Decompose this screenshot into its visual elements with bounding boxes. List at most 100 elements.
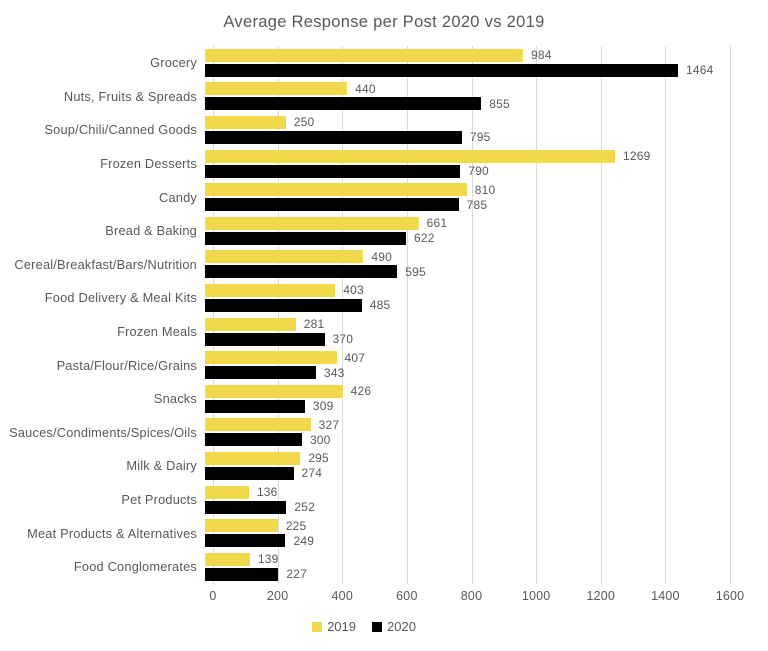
bar-2019 xyxy=(205,48,523,62)
bar-pair: 225 249 xyxy=(205,519,722,548)
bar-line-2020: 370 xyxy=(205,332,722,347)
category-label: Frozen Meals xyxy=(117,324,197,340)
value-label: 309 xyxy=(312,399,334,414)
bar-2020 xyxy=(205,298,362,312)
value-label: 426 xyxy=(350,384,372,399)
bar-line-2020: 1464 xyxy=(205,63,722,78)
legend-swatch-2020 xyxy=(372,621,382,632)
value-label: 295 xyxy=(308,451,329,466)
bar-line-2019: 250 xyxy=(205,115,722,130)
category-group: Pet Products 136 252 xyxy=(0,483,768,517)
bar-line-2019: 426 xyxy=(205,384,722,399)
bar-2020 xyxy=(205,567,279,581)
bar-pair: 250 795 xyxy=(205,115,722,145)
value-label: 595 xyxy=(405,264,426,279)
bar-2019 xyxy=(205,418,311,432)
x-tick-label: 800 xyxy=(460,589,483,603)
value-label: 790 xyxy=(468,164,489,179)
x-tick-label: 1200 xyxy=(586,589,616,603)
bar-2019 xyxy=(205,283,336,297)
bar-line-2019: 327 xyxy=(205,417,722,432)
bar-line-2020: 274 xyxy=(205,466,722,481)
category-label: Pet Products xyxy=(121,492,197,508)
bar-2020 xyxy=(205,466,294,480)
bar-line-2020: 595 xyxy=(205,264,722,279)
bar-pair: 295 274 xyxy=(205,451,722,481)
bar-line-2020: 790 xyxy=(205,164,722,179)
bar-pair: 984 1464 xyxy=(205,48,722,78)
x-tick-label: 400 xyxy=(331,589,353,603)
bar-line-2020: 622 xyxy=(205,231,722,245)
category-group: Cereal/Breakfast/Bars/Nutrition 490 595 xyxy=(0,248,768,282)
value-label: 250 xyxy=(293,115,315,130)
value-label: 490 xyxy=(371,249,392,264)
legend: 2019 2020 xyxy=(0,619,748,634)
value-label: 403 xyxy=(343,283,364,298)
x-tick-label: 0 xyxy=(209,589,217,603)
bar-line-2019: 403 xyxy=(205,283,722,298)
value-label: 274 xyxy=(301,466,323,481)
bar-pair: 426 309 xyxy=(205,384,722,414)
bar-pair: 281 370 xyxy=(205,317,722,347)
bar-2019 xyxy=(205,552,250,566)
bar-line-2019: 139 xyxy=(205,552,722,566)
value-label: 984 xyxy=(530,48,552,63)
value-label: 300 xyxy=(309,432,331,447)
legend-label: 2020 xyxy=(387,619,416,634)
bar-2020 xyxy=(205,63,679,77)
category-label: Cereal/Breakfast/Bars/Nutrition xyxy=(14,256,197,272)
bar-pair: 403 485 xyxy=(205,283,722,313)
grid-line-1200 xyxy=(600,46,602,584)
category-label: Soup/Chili/Canned Goods xyxy=(44,122,197,138)
category-group: Food Conglomerates 139 227 xyxy=(0,550,768,584)
grid-line-400 xyxy=(342,46,344,584)
bar-line-2020: 485 xyxy=(205,298,722,313)
bar-2019 xyxy=(205,317,296,331)
bar-2020 xyxy=(205,433,302,447)
bar-2019 xyxy=(205,250,364,264)
value-label: 327 xyxy=(318,417,340,432)
bar-pair: 139 227 xyxy=(205,552,722,581)
category-label: Sauces/Condiments/Spices/Oils xyxy=(9,424,197,440)
bar-pair: 136 252 xyxy=(205,485,722,514)
category-label: Meat Products & Alternatives xyxy=(27,525,197,541)
bar-2020 xyxy=(205,130,462,144)
category-group: Bread & Baking 661 622 xyxy=(0,214,768,248)
bar-2019 xyxy=(205,183,467,197)
value-label: 440 xyxy=(355,81,376,96)
value-label: 485 xyxy=(369,298,391,313)
bar-line-2020: 227 xyxy=(205,567,722,581)
bar-2020 xyxy=(205,399,305,413)
category-label: Candy xyxy=(159,189,197,205)
bar-2019 xyxy=(205,384,343,398)
value-label: 795 xyxy=(469,130,491,145)
category-label: Snacks xyxy=(153,391,197,407)
bar-pair: 327 300 xyxy=(205,417,722,447)
bar-line-2019: 281 xyxy=(205,317,722,331)
chart-rows: Grocery 984 1464 Nuts, Fruits & Spreads 440 8… xyxy=(0,46,768,584)
category-group: Grocery 984 1464 xyxy=(0,46,768,80)
category-label: Bread & Baking xyxy=(105,223,197,239)
bar-pair: 490 595 xyxy=(205,249,722,279)
grid-line-1000 xyxy=(536,46,538,584)
category-label: Food Conglomerates xyxy=(73,559,197,575)
legend-item-2019: 2019 xyxy=(312,619,356,634)
bar-line-2020: 343 xyxy=(205,366,722,380)
x-tick-label: 600 xyxy=(396,589,418,603)
bar-2020 xyxy=(205,97,482,111)
value-label: 407 xyxy=(344,350,366,365)
category-label: Milk & Dairy xyxy=(126,458,197,474)
bar-2019 xyxy=(205,115,286,129)
bar-pair: 440 855 xyxy=(205,81,722,111)
bar-line-2020: 300 xyxy=(205,432,722,447)
value-label: 370 xyxy=(332,332,354,347)
grid-line-600 xyxy=(406,46,408,584)
category-group: Milk & Dairy 295 274 xyxy=(0,449,768,483)
bar-line-2019: 810 xyxy=(205,183,722,197)
bar-line-2020: 795 xyxy=(205,130,722,145)
bar-2019 xyxy=(205,82,348,96)
value-label: 855 xyxy=(489,96,510,111)
bar-pair: 810 785 xyxy=(205,183,722,212)
value-label: 1464 xyxy=(686,63,714,78)
category-group: Pasta/Flour/Rice/Grains 407 343 xyxy=(0,348,768,382)
